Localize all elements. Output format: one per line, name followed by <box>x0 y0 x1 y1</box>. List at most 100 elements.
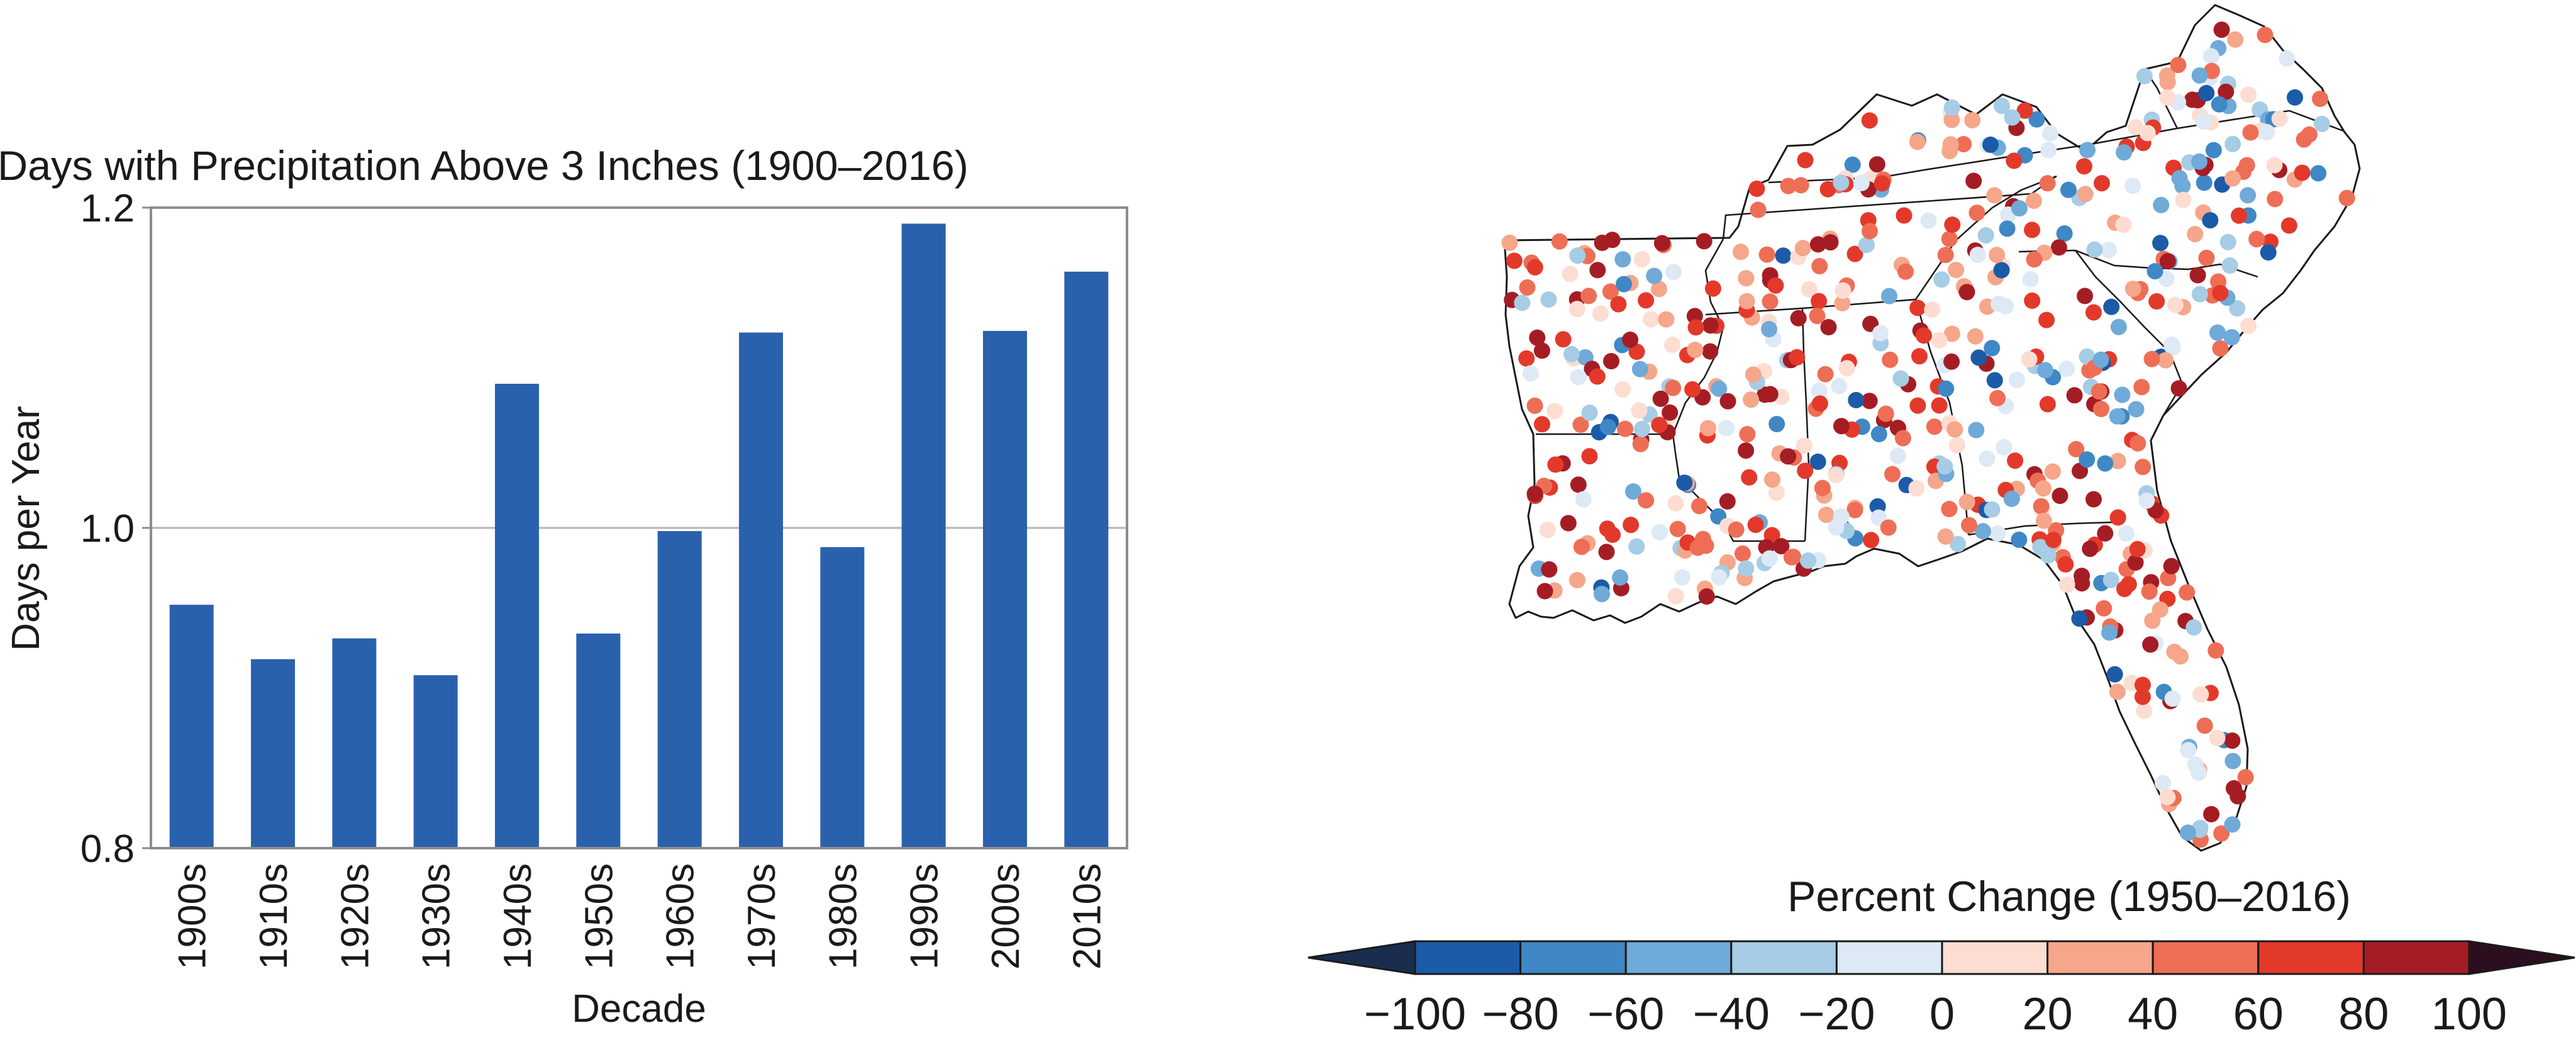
station-dot <box>1667 588 1684 605</box>
station-dot <box>1539 522 1556 539</box>
station-dot <box>1719 393 1736 410</box>
station-dot <box>1691 498 1707 515</box>
station-dot <box>2310 165 2327 182</box>
station-dot <box>2079 142 2096 159</box>
station-dot <box>1651 523 1668 540</box>
station-dot <box>2229 788 2246 805</box>
station-dot <box>2028 111 2045 128</box>
station-dot <box>1625 483 1641 500</box>
colorbar-tick-label: −80 <box>1482 989 1559 1039</box>
station-dot <box>1594 586 1610 603</box>
station-dot <box>1743 391 1760 408</box>
station-dot <box>2096 600 2112 617</box>
station-dot <box>1977 227 1994 244</box>
station-dot <box>2009 371 2025 388</box>
station-dot <box>1780 177 1797 194</box>
station-dot <box>1555 331 1572 348</box>
station-dot <box>1631 361 1648 378</box>
station-dot <box>2242 124 2259 141</box>
station-dot <box>1568 572 1585 588</box>
station-dot <box>2026 193 2042 210</box>
station-dot <box>1958 284 1975 301</box>
station-dot <box>2057 556 2074 573</box>
station-dot <box>1984 501 2001 518</box>
colorbar-segment <box>1624 940 1733 975</box>
station-dot <box>1634 420 1650 437</box>
station-dot <box>2224 135 2241 152</box>
station-dot <box>2224 732 2241 749</box>
station-dot <box>1800 552 1816 569</box>
colorbar-tick-label: −60 <box>1587 989 1664 1039</box>
station-dot <box>2135 459 2151 476</box>
station-dot <box>2051 488 2068 504</box>
bar-1930s <box>413 675 458 848</box>
bar-1900s <box>169 605 214 848</box>
station-dot <box>1768 484 1785 501</box>
station-dot <box>1599 520 1616 537</box>
station-dot <box>1948 262 1965 279</box>
station-dot <box>2035 480 2051 497</box>
station-dot <box>1699 420 1716 437</box>
colorbar-tick-label: 100 <box>2431 989 2507 1039</box>
station-dot <box>2192 686 2209 703</box>
station-dot <box>2011 531 2028 548</box>
station-dot <box>1761 321 1777 338</box>
station-dot <box>2189 267 2206 284</box>
station-dot <box>1529 329 1546 346</box>
station-dot <box>1676 474 1693 491</box>
station-dot <box>2092 351 2109 368</box>
station-dot <box>2198 85 2215 101</box>
x-tick-label: 1900s <box>171 863 214 970</box>
station-dot <box>1638 292 1655 309</box>
station-dot <box>2042 125 2058 142</box>
station-dot <box>2033 498 2050 515</box>
station-dot <box>1894 430 1911 447</box>
station-dot <box>2167 296 2184 313</box>
station-dot <box>1984 340 2001 357</box>
station-dot <box>2224 753 2241 769</box>
station-dot <box>1989 525 2006 542</box>
station-dot <box>2180 824 2196 841</box>
station-dot <box>1943 325 1960 342</box>
x-tick-label: 1970s <box>740 863 784 970</box>
station-dot <box>1862 223 1878 240</box>
station-dot <box>1999 220 2016 237</box>
station-dot <box>1658 311 1675 328</box>
station-dot <box>1955 136 1972 153</box>
colorbar-tick-label: 40 <box>2128 989 2178 1039</box>
colorbar-tick-label: 80 <box>2338 989 2389 1039</box>
station-dot <box>1563 345 1580 362</box>
station-dot <box>1834 294 1851 311</box>
station-dot <box>1967 328 1984 345</box>
station-dot <box>2196 174 2212 191</box>
station-dot <box>1941 501 1958 517</box>
station-dot <box>1877 405 1894 422</box>
station-dot <box>1797 462 1814 479</box>
station-dot <box>1833 508 1850 525</box>
chart-title: Days with Precipitation Above 3 Inches (… <box>0 142 969 189</box>
bar-1990s <box>901 223 946 848</box>
station-dot <box>1794 240 1811 257</box>
station-dot <box>2185 619 2202 636</box>
station-dot <box>1616 276 1632 293</box>
station-dot <box>2003 490 2020 507</box>
station-dot <box>1792 177 1809 194</box>
station-dot <box>2135 676 2151 693</box>
colorbar-tick-label: 20 <box>2023 989 2073 1039</box>
station-dot <box>2050 239 2067 256</box>
station-dot <box>2229 300 2246 317</box>
station-dot <box>2076 158 2092 175</box>
station-dot <box>1926 418 1943 435</box>
station-dot <box>2129 540 2146 557</box>
station-dot <box>1838 360 1855 377</box>
station-dot <box>1970 349 1987 366</box>
station-dot <box>2159 253 2176 270</box>
station-dot <box>1844 156 1861 173</box>
station-dot <box>1931 397 1948 414</box>
station-dot <box>1964 112 1981 129</box>
colorbar-tick-label: −100 <box>1364 989 1466 1039</box>
station-dot <box>1997 298 2014 315</box>
station-dot <box>1861 112 1878 129</box>
station-dot <box>2106 666 2123 683</box>
station-dot <box>2097 455 2114 472</box>
